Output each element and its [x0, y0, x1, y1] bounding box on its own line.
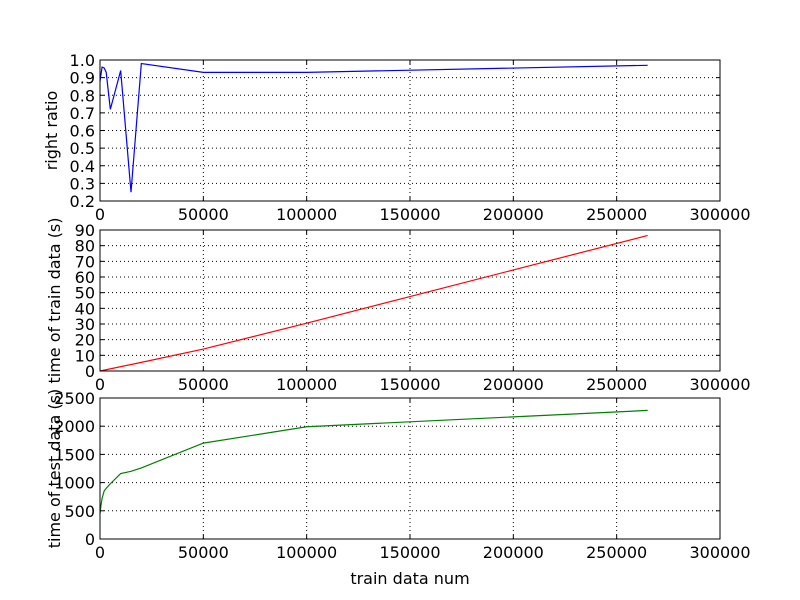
x-tick-label: 200000: [483, 205, 544, 224]
y-tick-label: 30: [75, 315, 95, 334]
y-tick-label: 1000: [54, 474, 95, 493]
x-axis-label: train data num: [350, 569, 469, 588]
x-tick-label: 200000: [483, 543, 544, 562]
y-tick-label: 1.0: [70, 51, 95, 70]
x-tick-label: 100000: [276, 375, 337, 394]
series-line-1: [99, 234, 648, 372]
y-tick-label: 70: [75, 252, 95, 271]
y-tick-label: 0.3: [70, 174, 95, 193]
series-line-1: [99, 62, 648, 193]
x-tick-label: 150000: [379, 543, 440, 562]
x-tick-label: 250000: [586, 205, 647, 224]
x-tick-label: 250000: [586, 543, 647, 562]
y-tick-label: 0.4: [70, 157, 95, 176]
y-tick-label: 40: [75, 299, 95, 318]
x-tick-label: 50000: [178, 205, 229, 224]
x-tick-label: 150000: [379, 375, 440, 394]
subplot-2: 0 50000 100000 150000 200000 250000 300000 0102…: [45, 217, 751, 394]
y-axis-label: time of test data (s): [45, 389, 64, 549]
y-tick-label: 80: [75, 237, 95, 256]
y-tick-label: 0.2: [70, 192, 95, 211]
subplot-1: 0 50000 100000 150000 200000 250000 3000000.20…: [42, 51, 751, 224]
y-tick-label: 90: [75, 221, 95, 240]
x-tick-label: 50000: [178, 543, 229, 562]
x-tick-label: 0: [95, 375, 105, 394]
y-tick-label: 50: [75, 284, 95, 303]
y-axis-label: right ratio: [42, 91, 61, 171]
y-tick-label: 0.8: [70, 86, 95, 105]
x-tick-label: 300000: [689, 543, 750, 562]
x-tick-label: 300000: [689, 375, 750, 394]
y-tick-label: 0.5: [70, 139, 95, 158]
plot-frame: [99, 397, 721, 540]
x-tick-label: 300000: [689, 205, 750, 224]
subplot-3: 0 50000 100000 150000 200000 250000 300000 0 500…: [45, 389, 751, 588]
x-tick-label: 0: [95, 543, 105, 562]
y-tick-label: 2500: [54, 389, 95, 408]
y-tick-label: 0: [85, 530, 95, 549]
y-tick-label: 60: [75, 268, 95, 287]
y-tick-label: 0.9: [70, 69, 95, 88]
y-axis-label: time of train data (s): [45, 217, 64, 383]
x-tick-label: 200000: [483, 375, 544, 394]
x-tick-label: 250000: [586, 375, 647, 394]
x-tick-label: 0: [95, 205, 105, 224]
x-tick-label: 100000: [276, 543, 337, 562]
x-tick-label: 150000: [379, 205, 440, 224]
y-tick-label: 0.6: [70, 122, 95, 141]
y-tick-label: 20: [75, 331, 95, 350]
series-line-1: [99, 409, 648, 514]
y-tick-label: 10: [75, 346, 95, 365]
y-tick-label: 2000: [54, 417, 95, 436]
y-tick-label: 0.7: [70, 104, 95, 123]
y-tick-label: 500: [64, 502, 95, 521]
x-tick-label: 100000: [276, 205, 337, 224]
plot-frame: [99, 229, 721, 372]
y-tick-label: 0: [85, 362, 95, 381]
x-tick-label: 50000: [178, 375, 229, 394]
y-tick-label: 1500: [54, 445, 95, 464]
